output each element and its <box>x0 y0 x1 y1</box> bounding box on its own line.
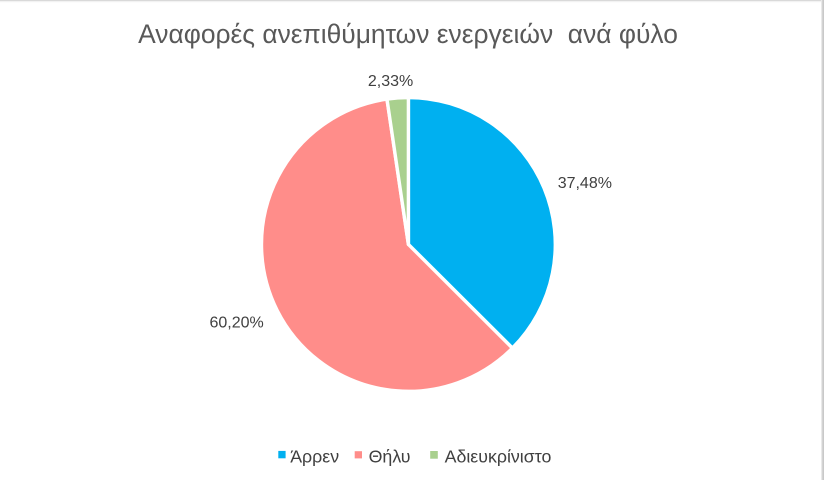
svg-text:60,20%: 60,20% <box>209 315 263 332</box>
svg-text:2,33%: 2,33% <box>368 73 413 90</box>
svg-text:Άρρεν: Άρρεν <box>290 446 339 466</box>
svg-text:Αδιευκρίνιστο: Αδιευκρίνιστο <box>445 446 552 466</box>
svg-text:37,48%: 37,48% <box>558 175 612 192</box>
svg-text:Θήλυ: Θήλυ <box>369 446 411 466</box>
svg-text:Αναφορές ανεπιθύμητων ενεργειώ: Αναφορές ανεπιθύμητων ενεργειών ανά φύλο <box>138 19 678 49</box>
